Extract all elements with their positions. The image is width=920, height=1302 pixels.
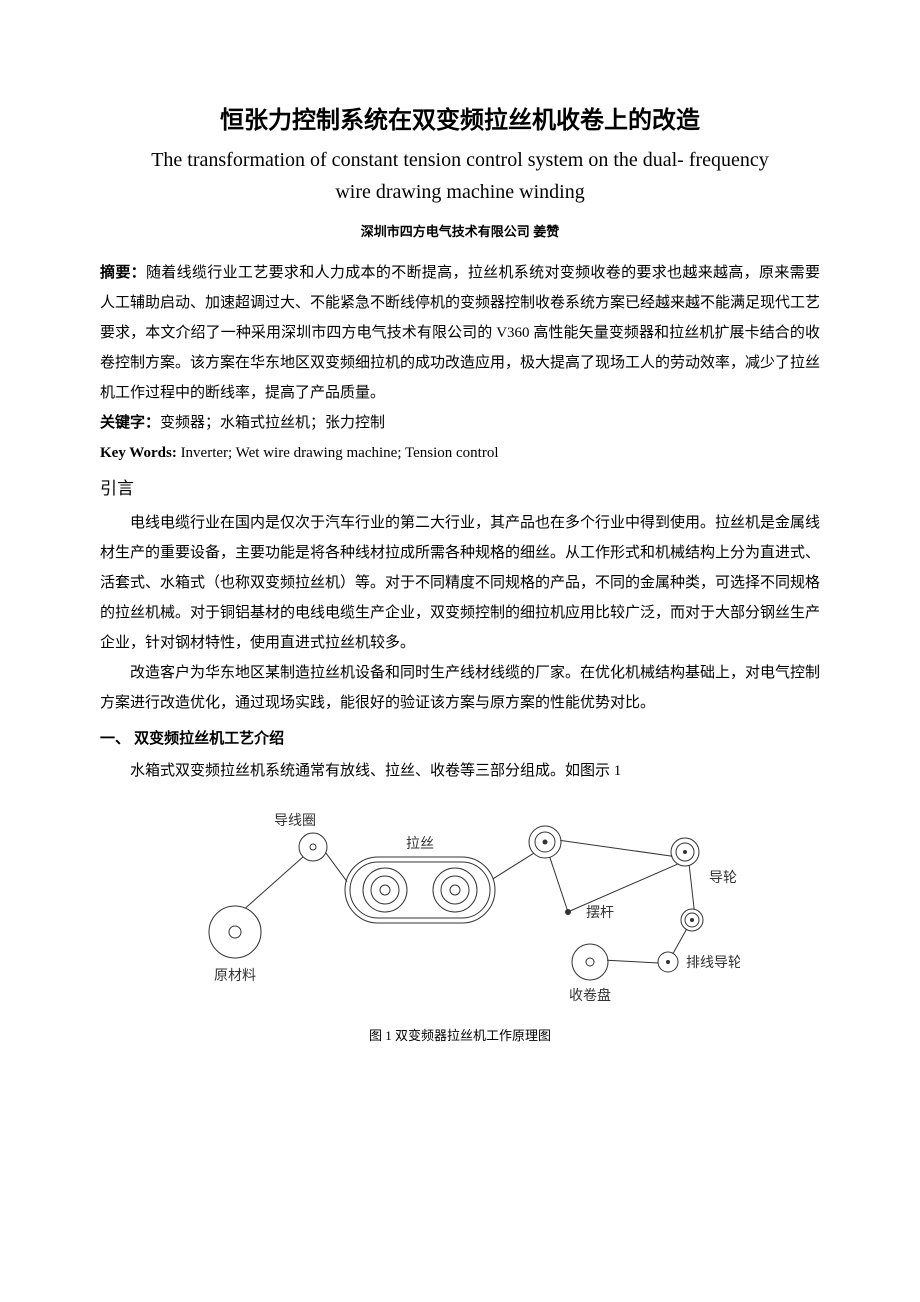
keywords-en-body: Inverter; Wet wire drawing machine; Tens… xyxy=(181,445,499,461)
keywords-en: Key Words: Inverter; Wet wire drawing ma… xyxy=(100,438,820,468)
title-english-line2: wire drawing machine winding xyxy=(100,177,820,207)
affiliation-author: 深圳市四方电气技术有限公司 姜赞 xyxy=(100,221,820,240)
svg-text:排线导轮: 排线导轮 xyxy=(686,955,740,971)
figure-1-diagram: 原材料 导线圈拉丝摆杆 导轮排线导轮收卷盘 xyxy=(180,802,740,1012)
page: 恒张力控制系统在双变频拉丝机收卷上的改造 The transformation … xyxy=(0,0,920,1302)
svg-text:原材料: 原材料 xyxy=(214,968,256,984)
figure-1: 原材料 导线圈拉丝摆杆 导轮排线导轮收卷盘 图 1 双变频器拉丝机工作原理图 xyxy=(100,802,820,1044)
svg-text:导轮: 导轮 xyxy=(709,870,737,886)
abstract-paragraph: 摘要：随着线缆行业工艺要求和人力成本的不断提高，拉丝机系统对变频收卷的要求也越来… xyxy=(100,258,820,408)
abstract-body: 随着线缆行业工艺要求和人力成本的不断提高，拉丝机系统对变频收卷的要求也越来越高，… xyxy=(100,265,820,401)
keywords-cn-label: 关键字： xyxy=(100,414,160,431)
svg-text:摆杆: 摆杆 xyxy=(586,905,614,921)
keywords-en-label: Key Words: xyxy=(100,445,181,461)
intro-heading: 引言 xyxy=(100,472,820,506)
title-english-line1: The transformation of constant tension c… xyxy=(100,145,820,175)
svg-text:收卷盘: 收卷盘 xyxy=(569,987,611,1004)
keywords-cn-body: 变频器；水箱式拉丝机；张力控制 xyxy=(160,415,385,431)
intro-paragraph-1: 电线电缆行业在国内是仅次于汽车行业的第二大行业，其产品也在多个行业中得到使用。拉… xyxy=(100,508,820,658)
figure-1-caption: 图 1 双变频器拉丝机工作原理图 xyxy=(100,1025,820,1044)
keywords-cn: 关键字：变频器；水箱式拉丝机；张力控制 xyxy=(100,408,820,438)
title-chinese: 恒张力控制系统在双变频拉丝机收卷上的改造 xyxy=(100,100,820,135)
svg-text:拉丝: 拉丝 xyxy=(406,836,434,852)
section1-paragraph-1: 水箱式双变频拉丝机系统通常有放线、拉丝、收卷等三部分组成。如图示 1 xyxy=(100,756,820,786)
svg-text:导线圈: 导线圈 xyxy=(274,813,316,829)
section1-heading: 一、 双变频拉丝机工艺介绍 xyxy=(100,724,820,754)
intro-paragraph-2: 改造客户为华东地区某制造拉丝机设备和同时生产线材线缆的厂家。在优化机械结构基础上… xyxy=(100,658,820,718)
abstract-label: 摘要： xyxy=(100,264,146,281)
